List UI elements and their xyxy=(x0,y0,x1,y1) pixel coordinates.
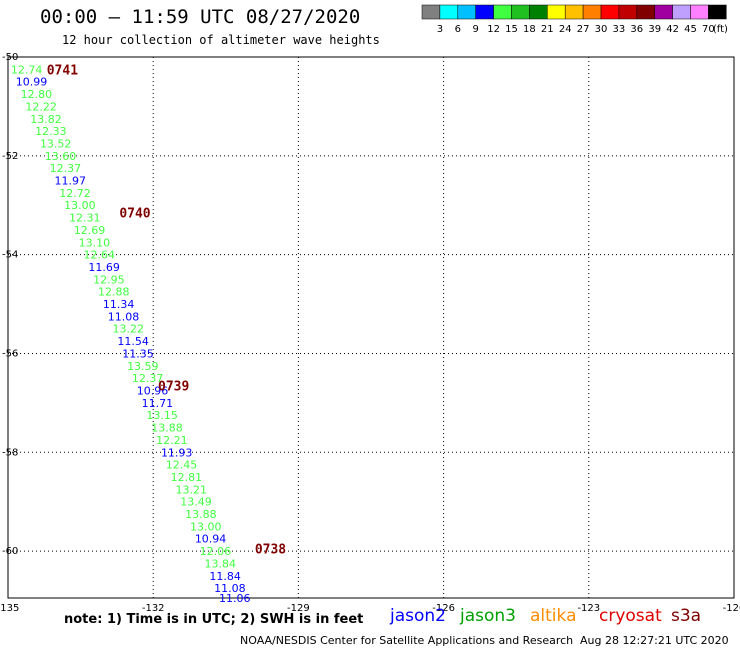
colorbar-swatch xyxy=(708,4,727,20)
colorbar-tick-label: 15 xyxy=(505,24,518,35)
track-time-label: 0738 xyxy=(255,543,286,558)
lon-tick-label: -129 xyxy=(287,603,310,614)
plot-frame xyxy=(7,56,735,599)
wave-height-label: 13.00 xyxy=(190,520,222,533)
colorbar-tick-label: 3 xyxy=(437,24,443,35)
wave-height-label: 12.64 xyxy=(84,249,116,262)
wave-height-label: 12.81 xyxy=(171,471,203,484)
lat-tick-label: -50 xyxy=(2,52,18,63)
wave-height-label: 12.31 xyxy=(69,212,101,225)
wave-height-label: 10.96 xyxy=(137,384,169,397)
footer-timestamp: Aug 28 12:27:21 UTC 2020 xyxy=(580,634,729,647)
lon-tick-label: -123 xyxy=(577,603,600,614)
wave-height-label: 12.37 xyxy=(50,162,82,175)
lat-tick-label: -52 xyxy=(2,151,18,162)
wave-height-label: 12.95 xyxy=(93,273,125,286)
colorbar-tick-label: 18 xyxy=(523,24,536,35)
page-subtitle: 12 hour collection of altimeter wave hei… xyxy=(62,33,380,47)
wave-height-label: 12.21 xyxy=(156,434,188,447)
wave-height-label: 11.08 xyxy=(214,582,246,595)
wave-height-label: 13.10 xyxy=(79,236,111,249)
wave-height-label: 12.74 xyxy=(11,63,43,76)
colorbar-tick-label: 45 xyxy=(684,24,697,35)
wave-height-label: 13.59 xyxy=(127,360,158,373)
lon-tick-label: -132 xyxy=(142,603,165,614)
lon-tick-label: -126 xyxy=(432,603,455,614)
wave-height-label: 11.34 xyxy=(103,298,135,311)
footer-credit: NOAA/NESDIS Center for Satellite Applica… xyxy=(240,634,574,647)
lat-tick-label: -54 xyxy=(2,250,18,261)
colorbar-tick-label: 12 xyxy=(487,24,500,35)
lat-tick-label: -56 xyxy=(2,348,18,359)
legend-altika: altika xyxy=(530,606,577,626)
colorbar-tick-label: 9 xyxy=(473,24,479,35)
colorbar-tick-label: 70 xyxy=(702,24,715,35)
wave-height-label: 11.97 xyxy=(54,175,86,188)
colorbar-tick-label: 42 xyxy=(666,24,679,35)
wave-height-label: 11.84 xyxy=(209,570,241,583)
wave-height-label: 10.94 xyxy=(195,533,227,546)
wave-height-label: 11.35 xyxy=(122,347,154,360)
colorbar-tick-label: 39 xyxy=(648,24,661,35)
wave-height-label: 12.33 xyxy=(35,125,67,138)
lat-tick-label: -58 xyxy=(2,447,18,458)
track-time-label: 0740 xyxy=(119,207,150,222)
wave-height-label: 11.06 xyxy=(219,592,251,605)
legend-jason2: jason2 xyxy=(390,606,446,626)
lon-tick-label: -135 xyxy=(0,603,19,614)
wave-height-label: 13.82 xyxy=(30,113,62,126)
wave-height-label: 12.88 xyxy=(98,286,130,299)
footer-note: note: 1) Time is in UTC; 2) SWH is in fe… xyxy=(64,612,364,627)
legend-cryosat: cryosat xyxy=(599,606,662,626)
legend-jason3: jason3 xyxy=(460,606,516,626)
wave-height-label: 13.60 xyxy=(45,150,76,163)
wave-height-label: 12.06 xyxy=(200,545,232,558)
wave-height-label: 13.49 xyxy=(180,496,212,509)
wave-height-label: 12.45 xyxy=(166,459,198,472)
wave-height-label: 13.15 xyxy=(146,409,178,422)
wave-height-label: 11.71 xyxy=(142,397,174,410)
wave-height-label: 12.72 xyxy=(59,187,91,200)
track-time-label: 0739 xyxy=(158,380,189,395)
wave-height-label: 12.37 xyxy=(132,372,164,385)
lon-tick-label: -120 xyxy=(723,603,740,614)
wave-height-label: 13.21 xyxy=(175,483,207,496)
colorbar-tick-label: 36 xyxy=(630,24,643,35)
wave-height-label: 10.99 xyxy=(16,76,48,89)
wave-height-label: 11.54 xyxy=(117,335,149,348)
wave-height-label: 12.69 xyxy=(74,224,106,237)
wave-height-label: 12.22 xyxy=(25,100,57,113)
color-scale-bar: 3 6 9 12 15 18 21 24 27 30 33 36 39 42 45 70(ft) xyxy=(421,4,728,35)
wave-height-label: 11.93 xyxy=(161,446,193,459)
track-time-label: 0741 xyxy=(47,63,78,78)
page-title: 00:00 – 11:59 UTC 08/27/2020 xyxy=(40,6,361,28)
colorbar-tick-label: 6 xyxy=(455,24,461,35)
colorbar-tick-label: 33 xyxy=(613,24,626,35)
wave-height-label: 13.84 xyxy=(205,557,237,570)
wave-height-label: 11.69 xyxy=(88,261,120,274)
wave-height-label: 11.08 xyxy=(108,310,140,323)
wave-height-label: 13.00 xyxy=(64,199,96,212)
wave-height-label: 12.80 xyxy=(21,88,53,101)
wave-height-label: 13.52 xyxy=(40,137,72,150)
colorbar-tick-label: 24 xyxy=(559,24,572,35)
colorbar-unit: (ft) xyxy=(713,24,728,35)
wave-height-label: 13.22 xyxy=(113,323,145,336)
colorbar-tick-label: 30 xyxy=(595,24,608,35)
lat-tick-label: -60 xyxy=(2,546,18,557)
wave-height-label: 13.88 xyxy=(185,508,217,521)
colorbar-tick-label: 27 xyxy=(577,24,590,35)
colorbar-tick-label: 21 xyxy=(541,24,554,35)
legend-s3a: s3a xyxy=(671,606,702,626)
wave-height-label: 13.88 xyxy=(151,422,183,435)
